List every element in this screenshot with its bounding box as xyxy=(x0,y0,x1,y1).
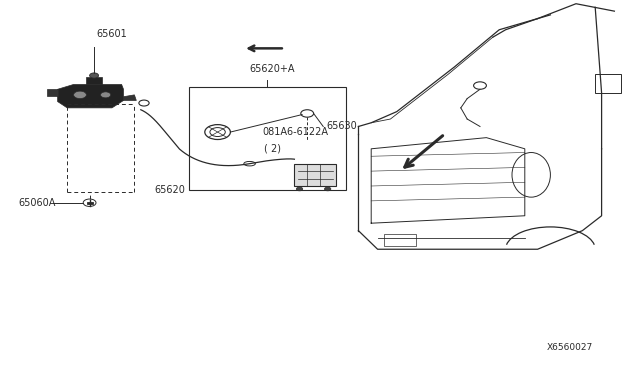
Circle shape xyxy=(474,82,486,89)
Text: 65601: 65601 xyxy=(97,29,127,39)
Polygon shape xyxy=(86,77,102,84)
Text: 65620: 65620 xyxy=(154,185,185,195)
Text: 65630: 65630 xyxy=(326,122,357,131)
Circle shape xyxy=(296,187,303,191)
Circle shape xyxy=(83,199,96,206)
Text: 65060A: 65060A xyxy=(18,198,55,208)
Circle shape xyxy=(301,110,314,117)
Text: 081A6-6122A: 081A6-6122A xyxy=(262,127,328,137)
Circle shape xyxy=(324,187,331,191)
Polygon shape xyxy=(47,89,58,96)
Circle shape xyxy=(74,91,86,99)
Circle shape xyxy=(100,92,111,98)
Text: ( 2): ( 2) xyxy=(264,144,282,154)
Text: X6560027: X6560027 xyxy=(547,343,593,352)
Circle shape xyxy=(205,125,230,140)
Bar xyxy=(294,164,336,186)
Circle shape xyxy=(90,73,99,78)
Polygon shape xyxy=(58,84,124,108)
Polygon shape xyxy=(124,95,136,100)
Bar xyxy=(595,74,621,93)
Bar xyxy=(189,87,346,190)
Text: 65620+A: 65620+A xyxy=(249,64,295,74)
Bar xyxy=(384,234,416,246)
Ellipse shape xyxy=(244,161,255,166)
